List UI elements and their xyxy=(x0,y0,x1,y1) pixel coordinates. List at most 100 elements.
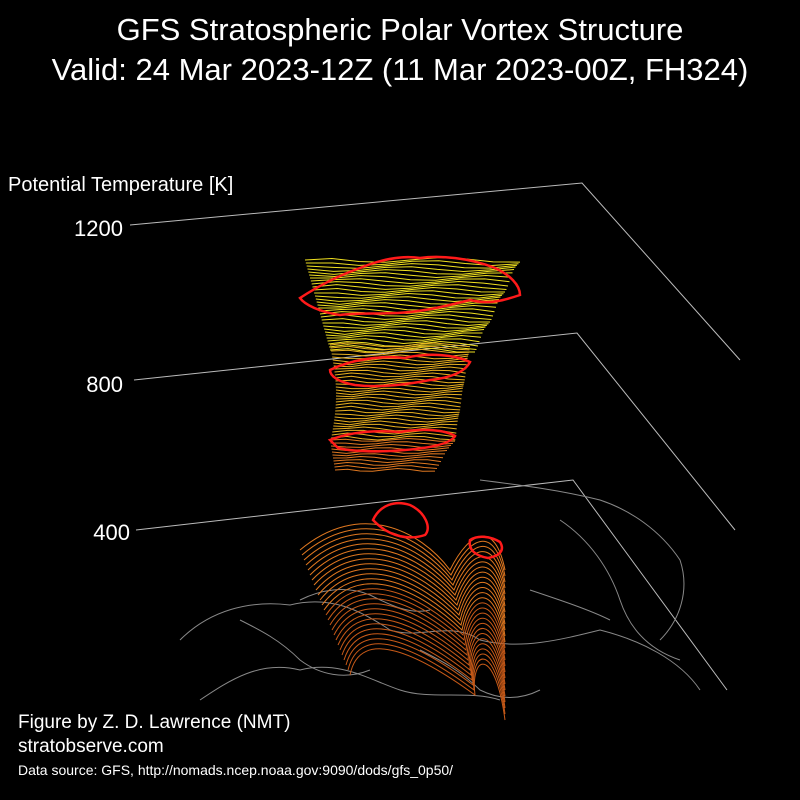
contour-line xyxy=(335,399,462,405)
contour-line xyxy=(334,411,460,417)
contour-line xyxy=(314,290,504,297)
contour-line xyxy=(311,280,509,287)
contour-line xyxy=(323,322,488,329)
contour-line xyxy=(334,372,466,378)
contour-line xyxy=(349,648,506,721)
z-tick-label-400: 400 xyxy=(93,520,130,545)
contour-line xyxy=(304,256,521,263)
contour-line xyxy=(324,329,485,335)
contour-line xyxy=(301,528,506,577)
coastlines xyxy=(179,479,701,701)
vortex-edge-low xyxy=(327,428,457,453)
contour-line xyxy=(334,414,459,420)
vortex-edges xyxy=(298,255,522,560)
contour-line xyxy=(322,320,489,327)
contour-line xyxy=(334,369,466,375)
contour-line xyxy=(312,284,507,290)
data-source: Data source: GFS, http://nomads.ncep.noa… xyxy=(18,762,454,778)
contour-line xyxy=(335,405,461,411)
contour-line xyxy=(332,455,444,460)
contour-line xyxy=(310,278,510,285)
contour-line xyxy=(303,533,506,583)
contour-line xyxy=(311,553,506,607)
contour-line xyxy=(329,598,506,661)
contour-line xyxy=(329,437,456,442)
contour-line xyxy=(329,346,475,353)
contour-line xyxy=(324,326,486,333)
contour-line xyxy=(327,338,480,345)
contour-line xyxy=(320,314,492,320)
contour-line xyxy=(309,548,506,601)
lower-vortex-layers xyxy=(299,437,506,721)
contour-line xyxy=(314,292,503,299)
contour-line xyxy=(313,286,506,293)
website-credit: stratobserve.com xyxy=(18,736,164,757)
contour-line xyxy=(329,342,471,348)
z-axis-label: Potential Temperature [K] xyxy=(8,174,234,196)
contour-line xyxy=(318,304,497,311)
contour-line xyxy=(331,348,470,354)
contour-line xyxy=(339,623,506,691)
contour-line xyxy=(333,608,506,673)
vortex-edge-mid xyxy=(328,353,472,388)
z-tick-label-1200: 1200 xyxy=(74,216,123,241)
contour-line xyxy=(337,618,506,685)
contour-line xyxy=(335,387,463,393)
contour-line xyxy=(326,334,482,341)
upper-vortex-layers xyxy=(304,256,521,353)
axis-plane-1200 xyxy=(129,182,741,361)
author-credit: Figure by Z. D. Lawrence (NMT) xyxy=(18,712,291,733)
contour-line xyxy=(335,396,462,402)
contour-line xyxy=(335,613,506,679)
contour-line xyxy=(333,459,442,464)
contour-line xyxy=(323,583,506,643)
contour-line xyxy=(317,302,498,309)
contour-line xyxy=(327,593,506,655)
axis-plane-800 xyxy=(133,332,736,531)
contour-line xyxy=(313,558,506,613)
contour-line xyxy=(331,603,506,667)
contour-line xyxy=(332,354,469,360)
z-tick-label-800: 800 xyxy=(86,372,123,397)
contour-line xyxy=(333,420,458,426)
contour-line xyxy=(307,543,506,595)
contour-line xyxy=(316,299,500,305)
contour-line xyxy=(335,390,463,396)
vortex-edge-top xyxy=(298,255,522,317)
contour-line xyxy=(334,366,467,372)
contour-line xyxy=(335,378,465,384)
contour-line xyxy=(321,578,506,637)
contour-line xyxy=(335,408,460,414)
chart-title: GFS Stratospheric Polar Vortex Structure xyxy=(116,12,684,47)
contour-line xyxy=(335,402,461,408)
contour-line xyxy=(315,563,506,619)
contour-line xyxy=(325,332,483,339)
contour-line xyxy=(335,393,462,399)
contour-line xyxy=(333,461,440,466)
contour-line xyxy=(347,643,506,715)
axis-plane-400 xyxy=(135,479,728,691)
contour-line xyxy=(333,360,468,366)
chart-subtitle: Valid: 24 Mar 2023-12Z (11 Mar 2023-00Z,… xyxy=(51,52,749,87)
contour-line xyxy=(321,316,490,323)
contour-line xyxy=(325,588,506,649)
contour-line xyxy=(345,638,506,709)
contour-line xyxy=(319,310,494,317)
axis-frame xyxy=(129,182,741,691)
contour-line xyxy=(307,266,516,273)
contour-line xyxy=(305,538,506,589)
contour-line xyxy=(331,435,456,441)
contour-line xyxy=(306,263,518,269)
contour-line xyxy=(333,363,467,369)
contour-line xyxy=(330,345,470,351)
contour-line xyxy=(334,465,438,470)
contour-line xyxy=(330,441,454,446)
contour-line xyxy=(341,628,506,697)
contour-line xyxy=(319,573,506,631)
vortex-edge-400-b xyxy=(468,535,504,560)
contour-line xyxy=(310,274,512,281)
contour-line xyxy=(334,467,436,472)
contour-line xyxy=(334,417,459,423)
vortex-edge-400-a xyxy=(371,501,429,539)
